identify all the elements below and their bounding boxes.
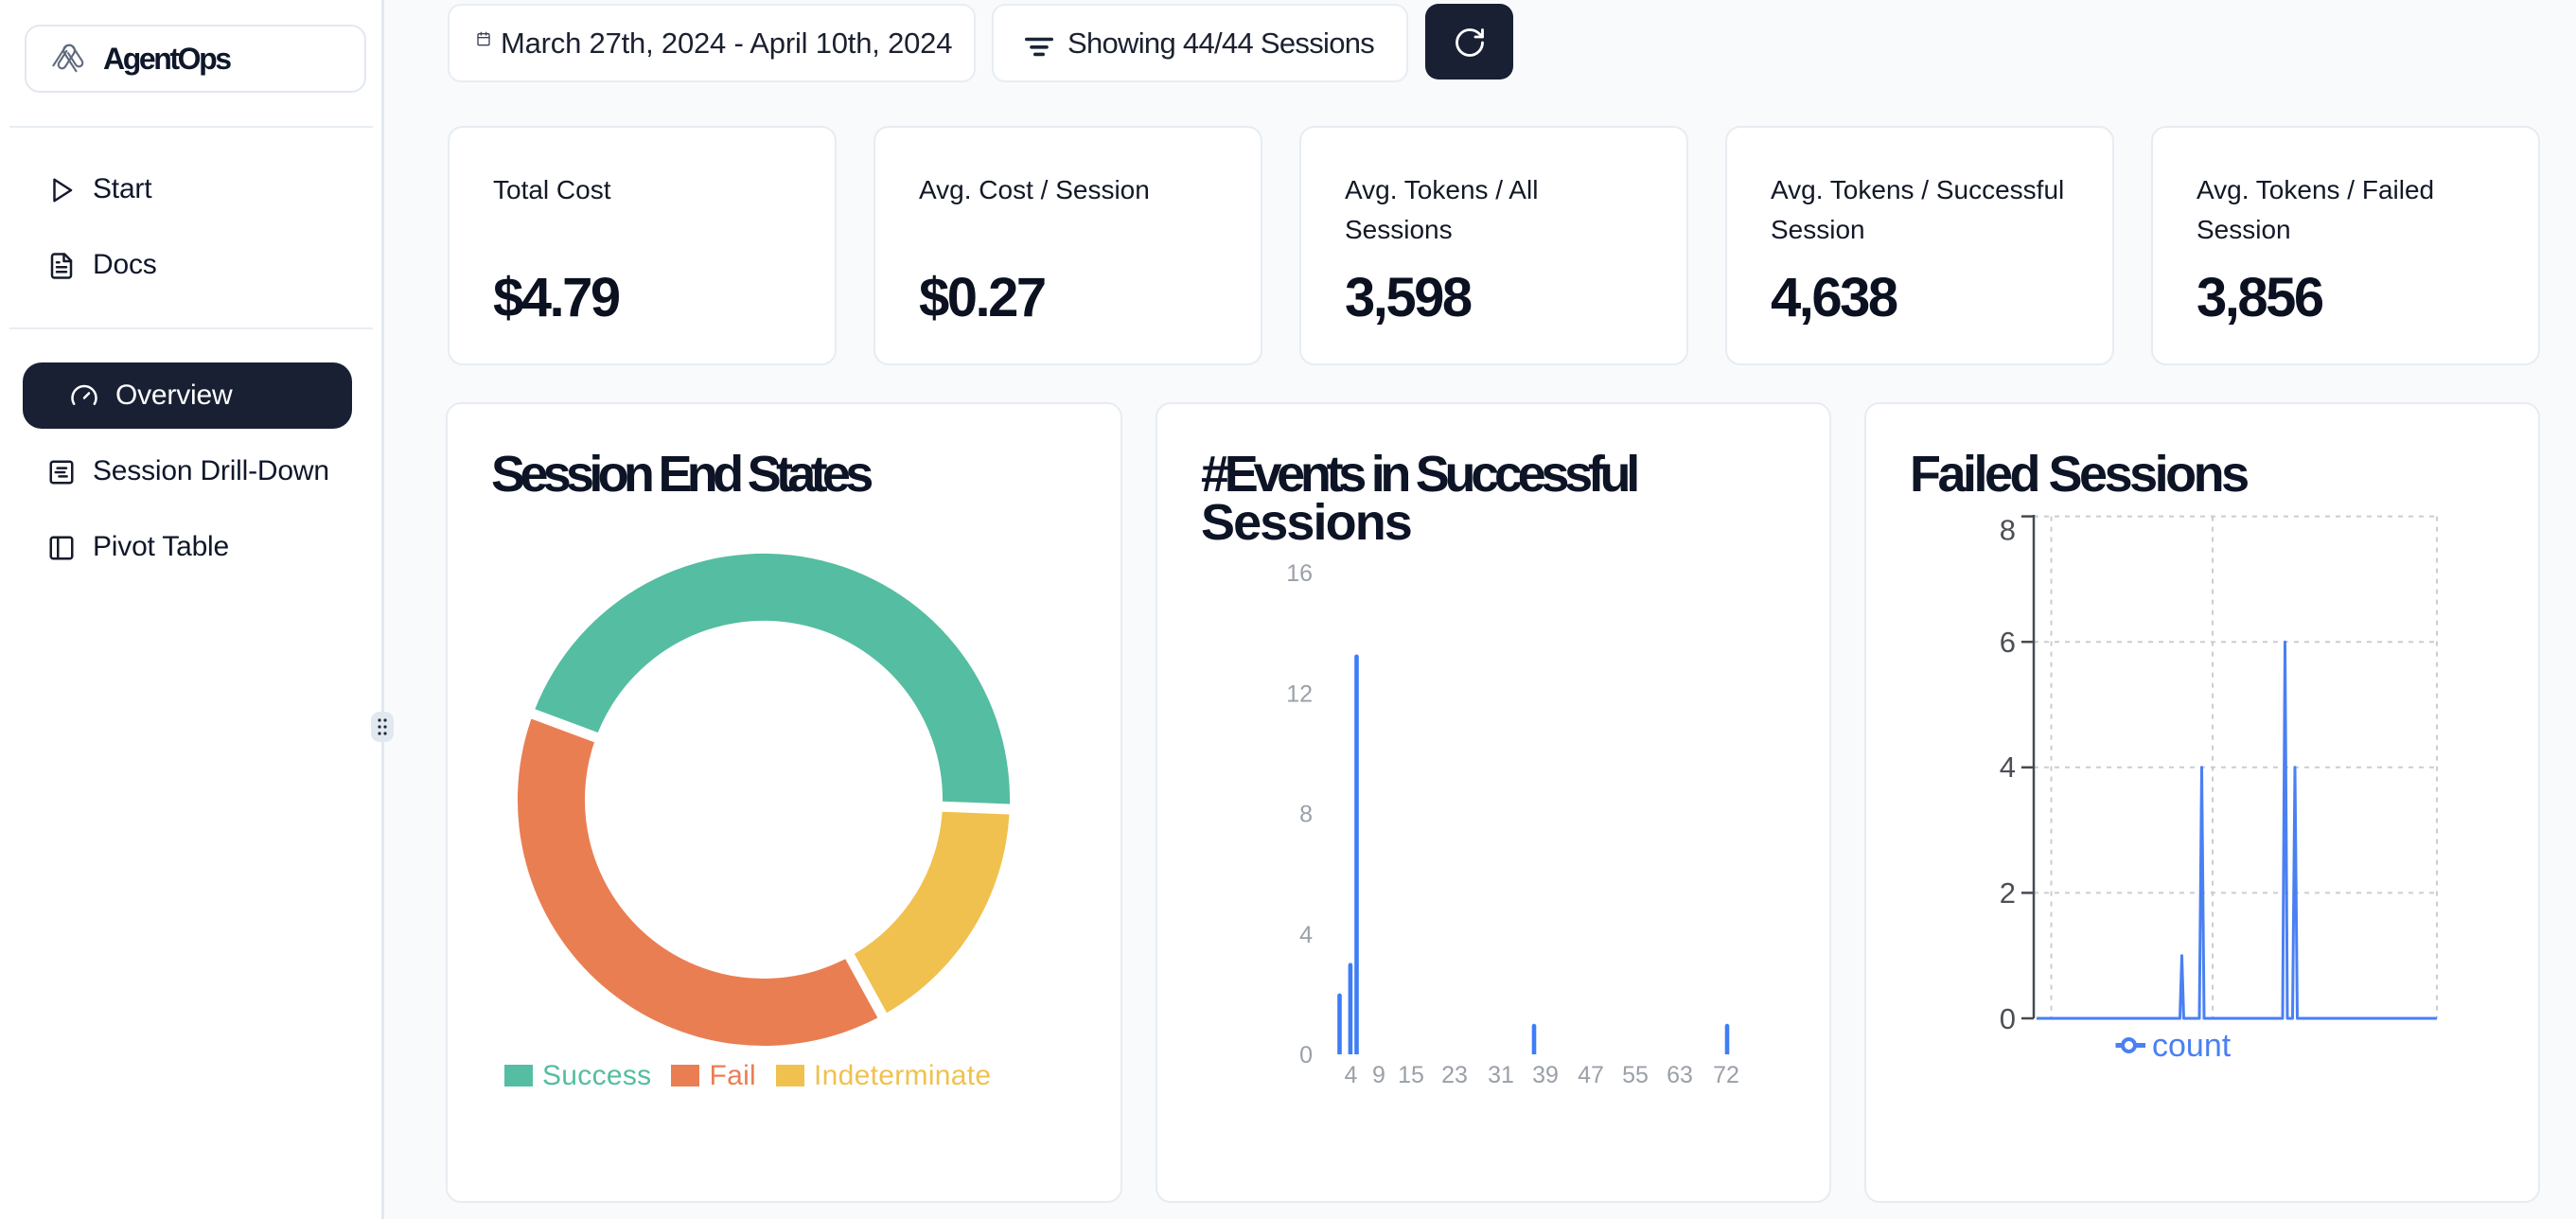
svg-text:72: 72	[1713, 1062, 1739, 1088]
svg-text:39: 39	[1532, 1062, 1559, 1088]
svg-text:47: 47	[1578, 1062, 1604, 1088]
svg-text:4: 4	[2000, 751, 2016, 784]
svg-text:15: 15	[1398, 1062, 1424, 1088]
svg-text:0: 0	[1299, 1042, 1313, 1069]
svg-text:12: 12	[1286, 680, 1313, 707]
svg-text:16: 16	[1286, 560, 1313, 587]
svg-text:9: 9	[1372, 1062, 1385, 1088]
svg-text:31: 31	[1488, 1062, 1514, 1088]
svg-text:63: 63	[1667, 1062, 1693, 1088]
svg-text:6: 6	[2000, 626, 2016, 659]
svg-text:55: 55	[1622, 1062, 1649, 1088]
svg-text:8: 8	[1299, 802, 1313, 828]
svg-text:8: 8	[2000, 514, 2016, 547]
svg-text:count: count	[2152, 1028, 2232, 1064]
svg-text:2: 2	[2000, 876, 2016, 910]
svg-text:4: 4	[1299, 922, 1313, 948]
svg-text:4: 4	[1345, 1062, 1358, 1088]
svg-text:0: 0	[2000, 1002, 2016, 1035]
svg-text:23: 23	[1441, 1062, 1468, 1088]
